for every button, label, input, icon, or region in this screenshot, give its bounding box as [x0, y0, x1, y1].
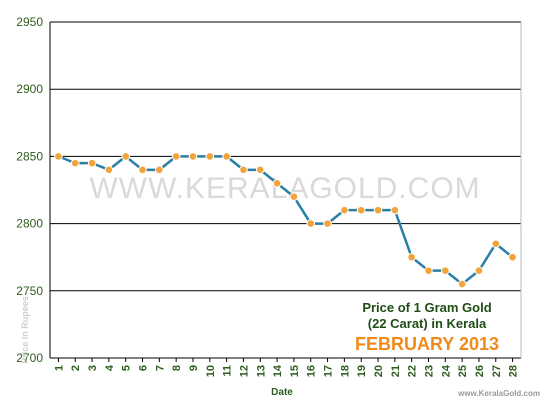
x-tick-label: 23: [423, 365, 435, 377]
data-point: [121, 152, 130, 161]
data-point: [54, 152, 63, 161]
data-point: [104, 165, 114, 175]
x-tick-label: 2: [70, 365, 82, 371]
data-point: [323, 219, 332, 228]
data-point: [205, 152, 215, 161]
chart-subtitle: FEBRUARY 2013: [355, 334, 499, 354]
data-point: [340, 205, 349, 215]
x-tick-label: 7: [154, 365, 166, 371]
y-tick-label: 2850: [16, 149, 43, 163]
x-tick-label: 27: [491, 365, 503, 377]
x-tick-label: 26: [474, 365, 486, 377]
y-tick-label: 2750: [16, 284, 43, 298]
chart-title-line1: Price of 1 Gram Gold: [362, 300, 491, 315]
data-point: [491, 239, 501, 249]
data-point: [373, 205, 383, 215]
series-layer: [54, 152, 517, 289]
x-tick-label: 16: [306, 365, 318, 377]
data-point: [87, 158, 97, 168]
y-axis-label: Price in Rupees: [20, 296, 30, 364]
source-url: www.KeralaGold.com: [457, 389, 540, 398]
x-axis-label: Date: [271, 387, 293, 398]
x-tick-label: 19: [356, 365, 368, 377]
data-point: [441, 266, 450, 275]
data-point: [70, 158, 80, 168]
data-point: [239, 165, 248, 175]
x-tick-label: 18: [339, 365, 351, 377]
y-tick-label: 2950: [16, 15, 43, 29]
data-point: [407, 252, 416, 262]
data-point: [474, 266, 484, 275]
data-point: [306, 219, 316, 228]
x-tick-label: 17: [323, 365, 335, 377]
x-tick-label: 25: [457, 365, 469, 377]
data-point: [138, 165, 147, 175]
x-tick-label: 5: [121, 365, 133, 371]
data-point: [188, 152, 198, 161]
x-tick-label: 22: [407, 365, 419, 377]
data-point: [255, 165, 265, 175]
x-tick-label: 14: [272, 364, 284, 377]
data-point: [272, 178, 282, 188]
x-tick-label: 8: [171, 365, 183, 371]
data-point: [457, 279, 467, 289]
data-point: [356, 205, 366, 215]
x-tick-label: 1: [53, 365, 65, 371]
data-point: [222, 152, 231, 161]
x-tick-label: 24: [440, 364, 452, 377]
x-tick-label: 13: [255, 365, 267, 377]
x-tick-label: 4: [104, 364, 116, 371]
x-tick-label: 11: [222, 365, 234, 377]
data-point: [155, 165, 164, 175]
y-tick-label: 2800: [16, 217, 43, 231]
data-point: [171, 152, 181, 161]
data-point: [289, 192, 299, 202]
price-series-line: [57, 155, 514, 286]
data-point: [424, 266, 433, 275]
x-tick-label: 15: [289, 365, 301, 377]
x-tick-label: 12: [238, 365, 250, 377]
x-tick-label: 6: [138, 365, 150, 371]
x-tick-label: 10: [205, 365, 217, 377]
chart-title-line2: (22 Carat) in Kerala: [368, 316, 487, 331]
y-tick-label: 2700: [16, 351, 43, 365]
x-tick-label: 20: [373, 365, 385, 377]
x-tick-label: 3: [87, 365, 99, 371]
data-point: [390, 205, 400, 215]
x-tick-label: 28: [508, 365, 520, 377]
x-tick-label: 9: [188, 365, 200, 371]
x-tick-label: 21: [390, 365, 402, 377]
data-point: [508, 252, 517, 262]
y-tick-label: 2900: [16, 82, 43, 96]
